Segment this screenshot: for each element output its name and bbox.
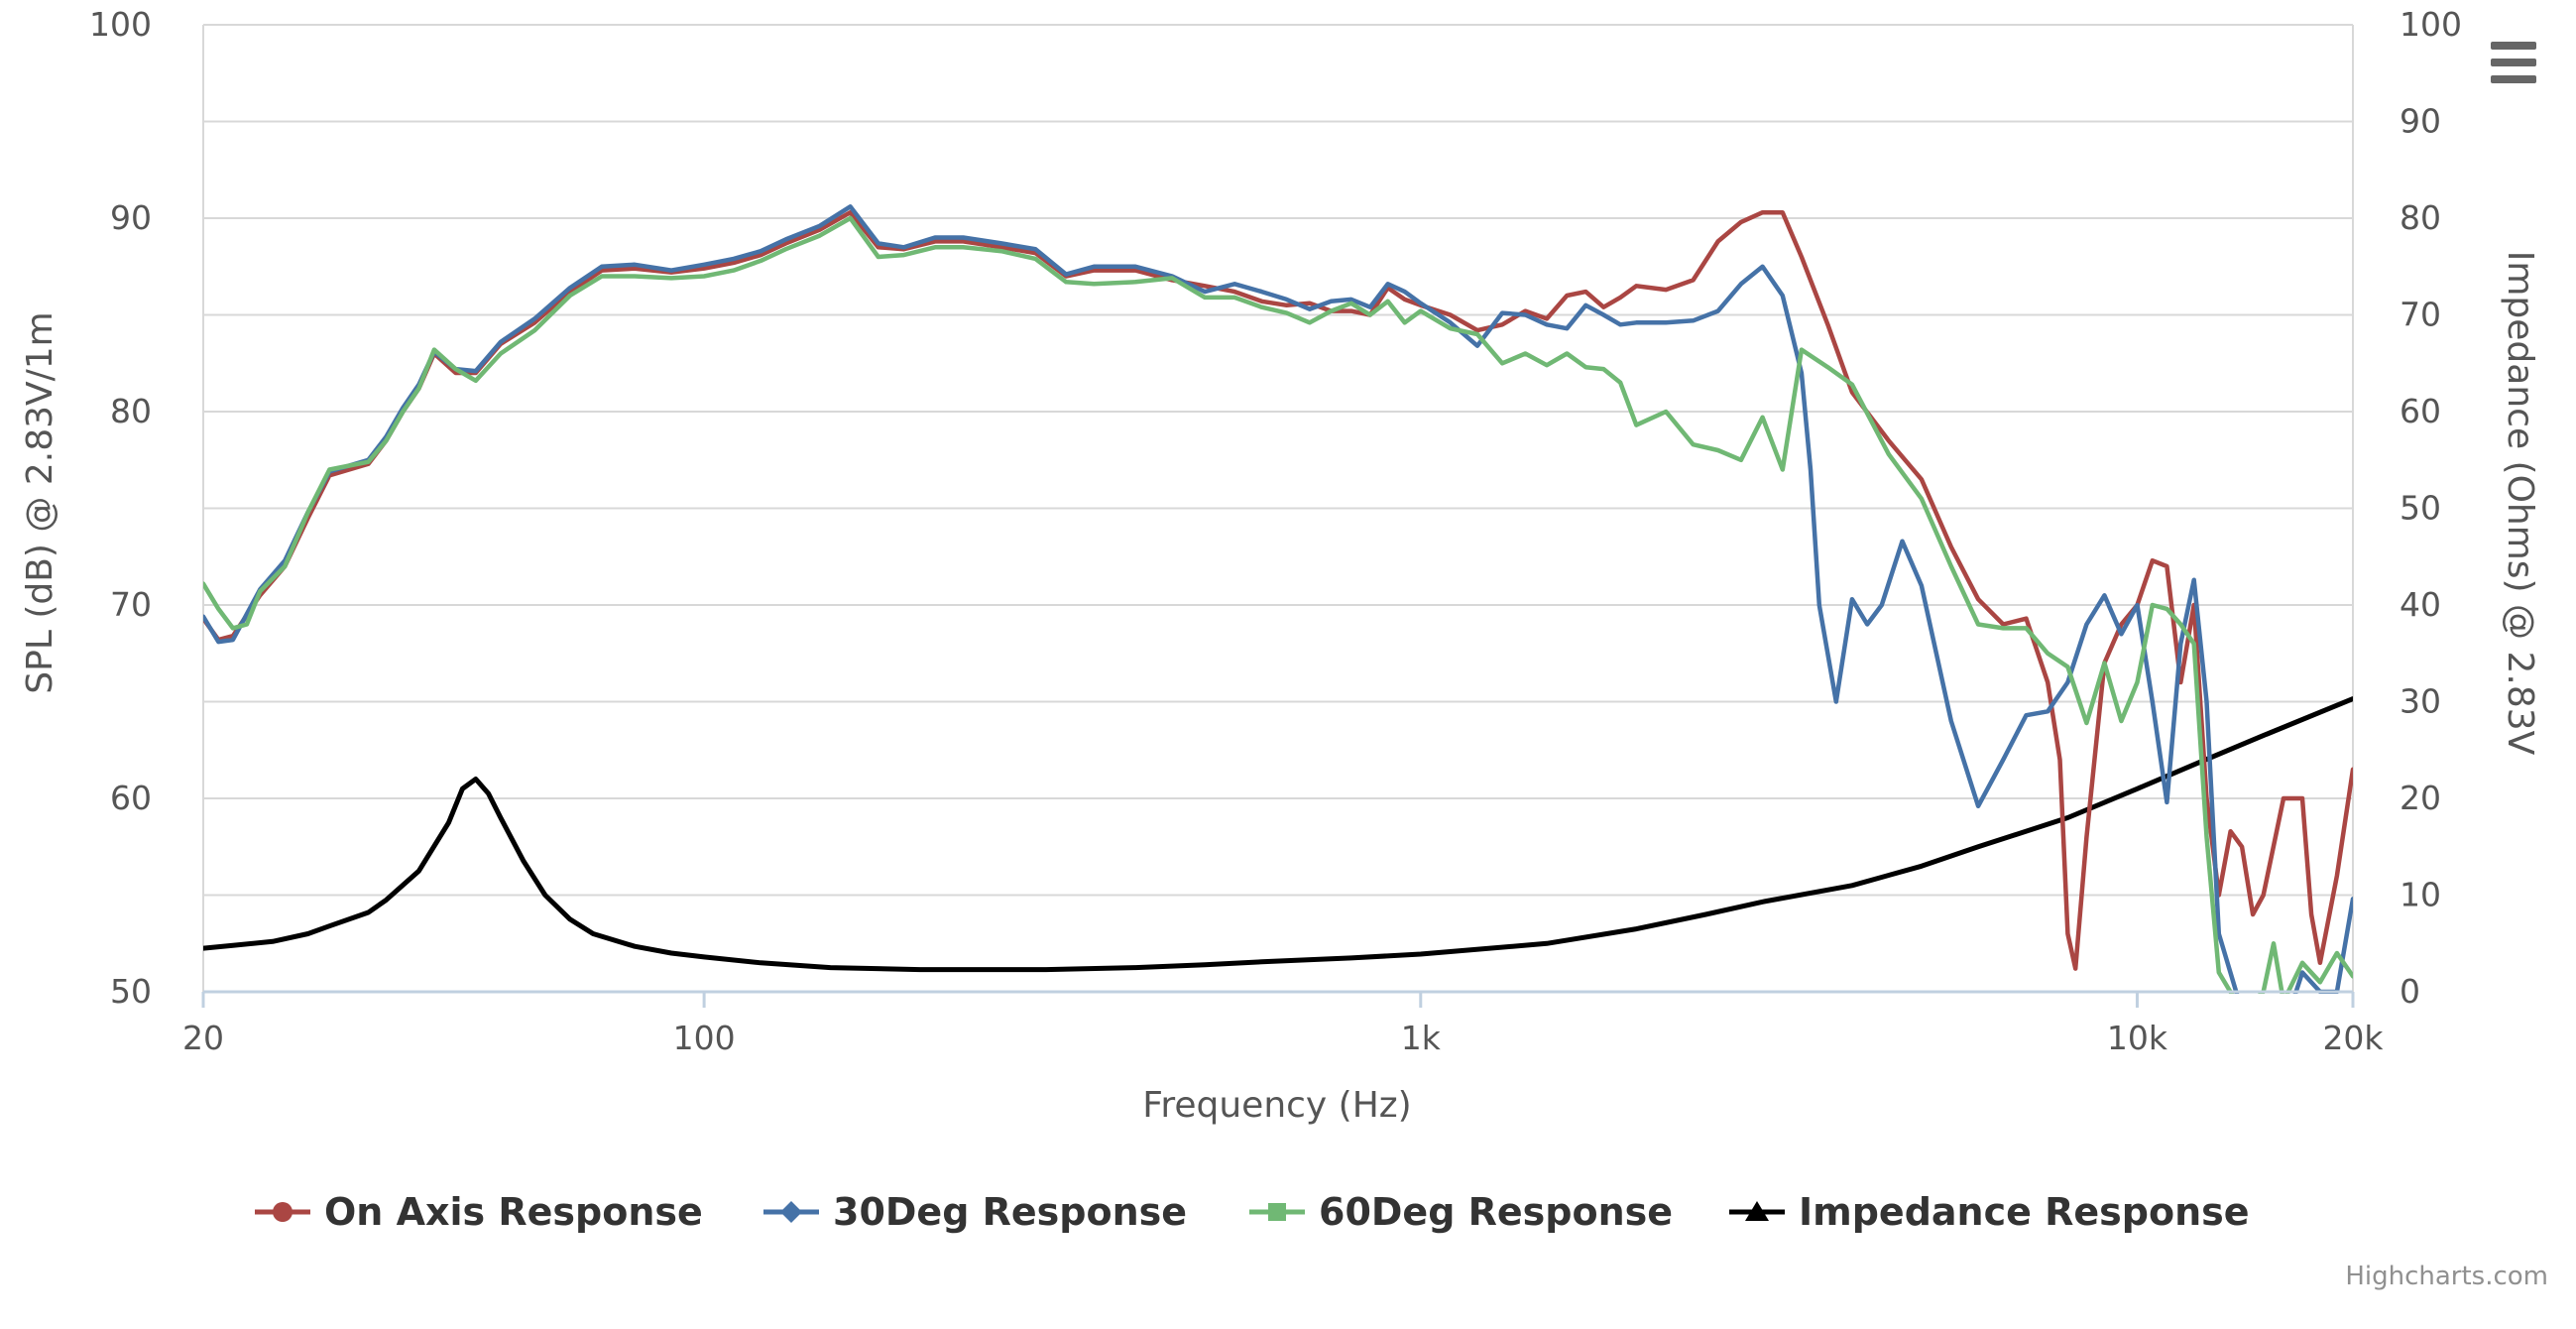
x-tick-label: 20k <box>2322 1019 2384 1057</box>
y2-tick-label: 70 <box>2400 296 2441 334</box>
x-tick-label: 10k <box>2107 1019 2168 1057</box>
y-tick-label: 90 <box>110 198 152 237</box>
y-tick-label: 100 <box>89 5 152 44</box>
series-line-60deg-response[interactable] <box>203 215 2353 1012</box>
legend-marker-circle <box>273 1202 293 1222</box>
series-line-impedance-response[interactable] <box>203 696 2353 973</box>
legend-item-impedance-response[interactable]: Impedance Response <box>1729 1190 2250 1234</box>
y-axis-title: SPL (dB) @ 2.83V/1m <box>20 311 60 693</box>
legend-item-60deg-response[interactable]: 60Deg Response <box>1249 1190 1673 1234</box>
y2-tick-label: 80 <box>2400 198 2441 237</box>
y-tick-label: 50 <box>110 972 152 1011</box>
legend-label: On Axis Response <box>324 1190 703 1234</box>
y2-tick-label: 20 <box>2400 779 2441 817</box>
x-tick-label: 1k <box>1401 1019 1442 1057</box>
x-tick-label: 20 <box>182 1019 224 1057</box>
y2-tick-label: 40 <box>2400 585 2441 624</box>
legend-marker-triangle <box>1745 1201 1769 1221</box>
axes: 20 100 1k 10k 20k 50 60 70 80 90 100 0 10 20 30 40 50 60 7… <box>89 5 2462 1057</box>
y-tick-label: 70 <box>110 585 152 624</box>
y2-tick-label: 50 <box>2400 489 2441 528</box>
legend-item-30deg-response[interactable]: 30Deg Response <box>763 1190 1187 1234</box>
y2-tick-label: 100 <box>2400 5 2462 44</box>
x-tick-label: 100 <box>673 1019 736 1057</box>
y2-tick-label: 90 <box>2400 102 2441 141</box>
legend-label: 60Deg Response <box>1319 1190 1673 1234</box>
y2-tick-label: 60 <box>2400 392 2441 430</box>
legend-label: 30Deg Response <box>833 1190 1187 1234</box>
x-axis-title: Frequency (Hz) <box>1142 1085 1411 1126</box>
y-tick-label: 80 <box>110 392 152 430</box>
series-area <box>203 204 2353 1069</box>
legend-label: Impedance Response <box>1799 1190 2250 1234</box>
y2-tick-label: 0 <box>2400 972 2420 1011</box>
y2-tick-label: 30 <box>2400 682 2441 721</box>
legend: On Axis Response 30Deg Response 60Deg Resp… <box>255 1190 2250 1234</box>
legend-item-on-axis-response[interactable]: On Axis Response <box>255 1190 703 1234</box>
series-line-on-axis-response[interactable] <box>203 209 2353 971</box>
y-tick-label: 60 <box>110 779 152 817</box>
legend-marker-diamond <box>780 1201 802 1223</box>
hamburger-menu-icon[interactable] <box>2489 38 2540 87</box>
y2-axis-title: Impedance (Ohms) @ 2.83V <box>2500 251 2540 756</box>
series-line-30deg-response[interactable] <box>203 204 2353 1069</box>
credits-link[interactable]: Highcharts.com <box>2345 1262 2548 1291</box>
y2-tick-label: 10 <box>2400 876 2441 914</box>
legend-marker-square <box>1268 1203 1286 1221</box>
grid <box>202 24 2354 993</box>
